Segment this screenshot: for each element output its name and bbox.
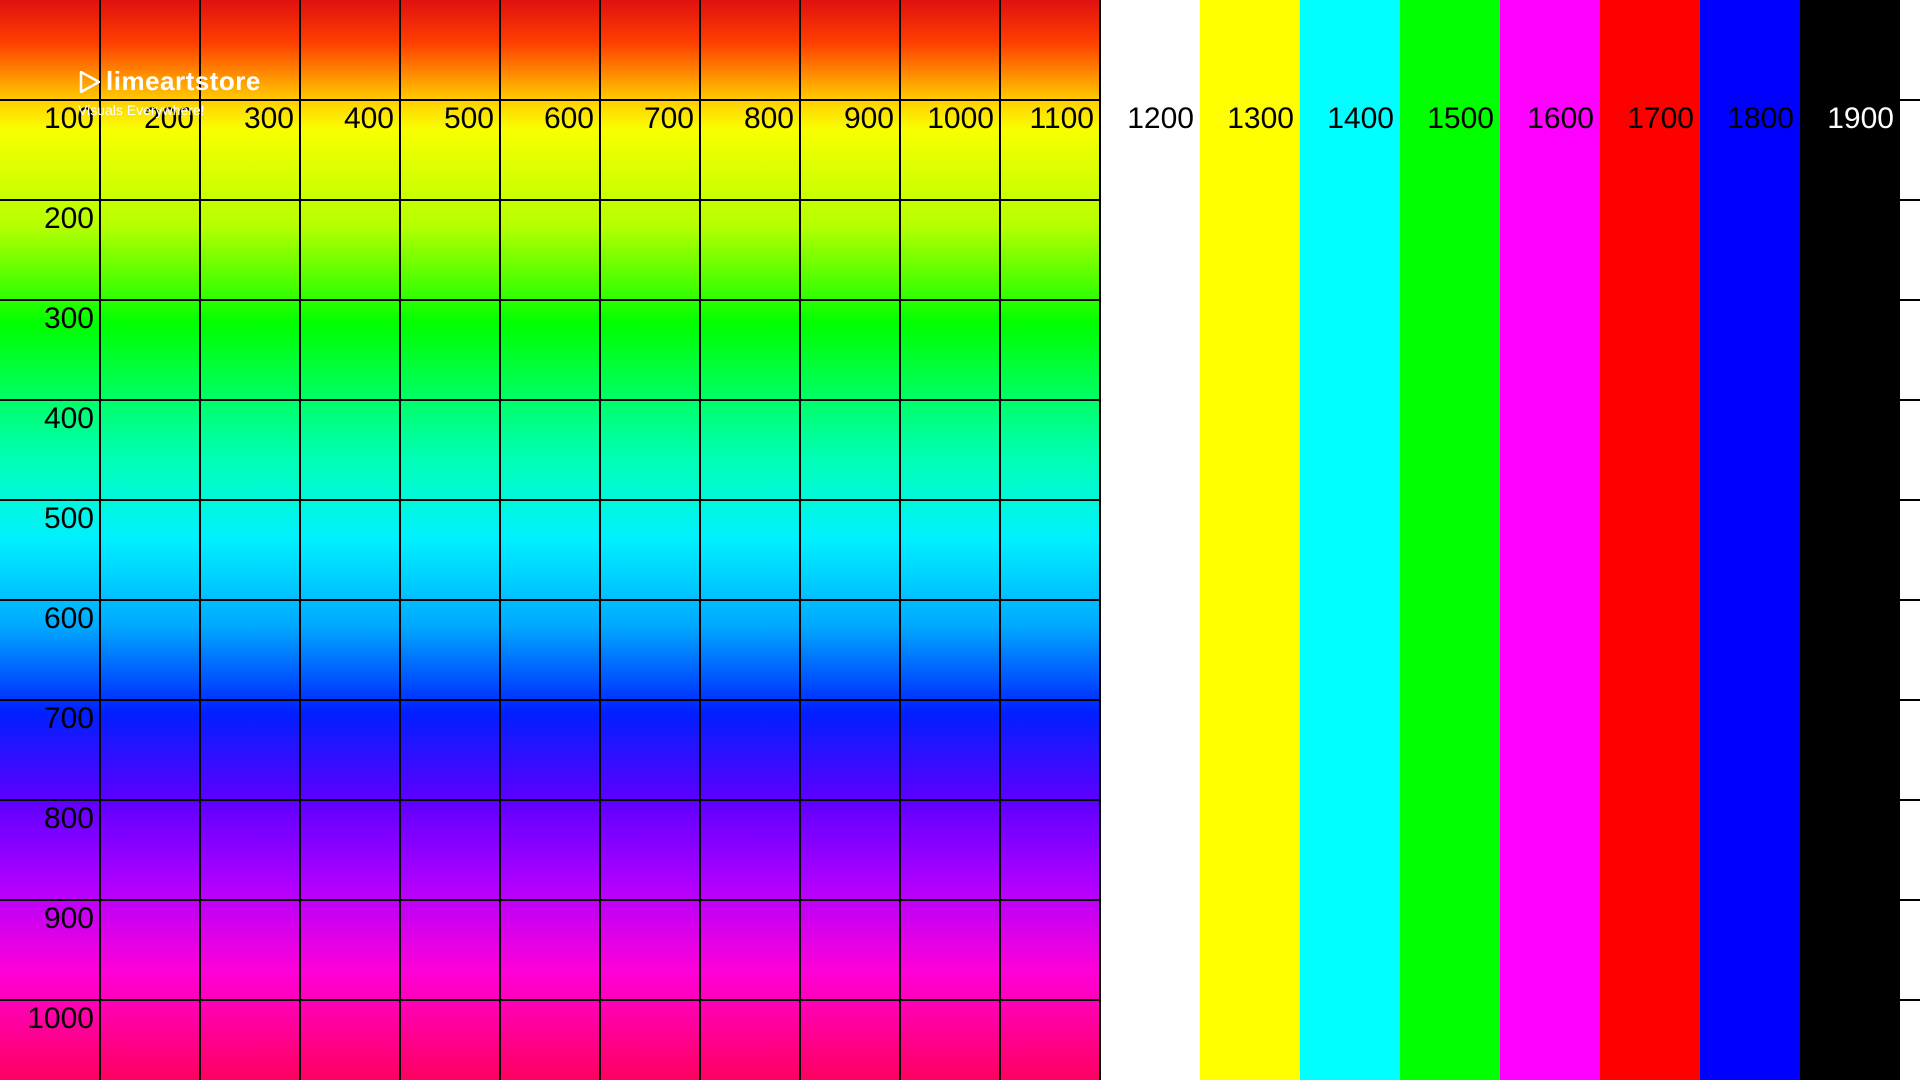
- x-axis-label: 600: [544, 102, 594, 136]
- x-axis-label: 1200: [1127, 102, 1194, 136]
- x-axis-label: 1500: [1427, 102, 1494, 136]
- logo-subtitle: Visuals Everywhere!: [78, 102, 261, 118]
- play-icon: [78, 69, 100, 100]
- x-axis-label: 800: [744, 102, 794, 136]
- y-axis-label: 800: [44, 802, 94, 836]
- x-axis-label: 400: [344, 102, 394, 136]
- test-pattern-stage: 1002003004005006007008009001000110012001…: [0, 0, 1920, 1080]
- y-axis-label: 1000: [27, 1002, 94, 1036]
- x-axis-label: 1000: [927, 102, 994, 136]
- y-axis-label: 400: [44, 402, 94, 436]
- coordinate-labels: 1002003004005006007008009001000110012001…: [0, 0, 1920, 1080]
- y-axis-label: 600: [44, 602, 94, 636]
- x-axis-label: 1400: [1327, 102, 1394, 136]
- x-axis-label: 700: [644, 102, 694, 136]
- brand-logo: limeartstore Visuals Everywhere!: [78, 66, 261, 118]
- x-axis-label: 1300: [1227, 102, 1294, 136]
- y-axis-label: 300: [44, 302, 94, 336]
- x-axis-label: 500: [444, 102, 494, 136]
- x-axis-label: 1600: [1527, 102, 1594, 136]
- x-axis-label: 1900: [1827, 102, 1894, 136]
- y-axis-label: 900: [44, 902, 94, 936]
- x-axis-label: 1800: [1727, 102, 1794, 136]
- x-axis-label: 900: [844, 102, 894, 136]
- y-axis-label: 700: [44, 702, 94, 736]
- logo-text: limeartstore: [106, 66, 261, 96]
- x-axis-label: 1100: [1029, 102, 1094, 136]
- y-axis-label: 500: [44, 502, 94, 536]
- y-axis-label: 200: [44, 202, 94, 236]
- x-axis-label: 1700: [1627, 102, 1694, 136]
